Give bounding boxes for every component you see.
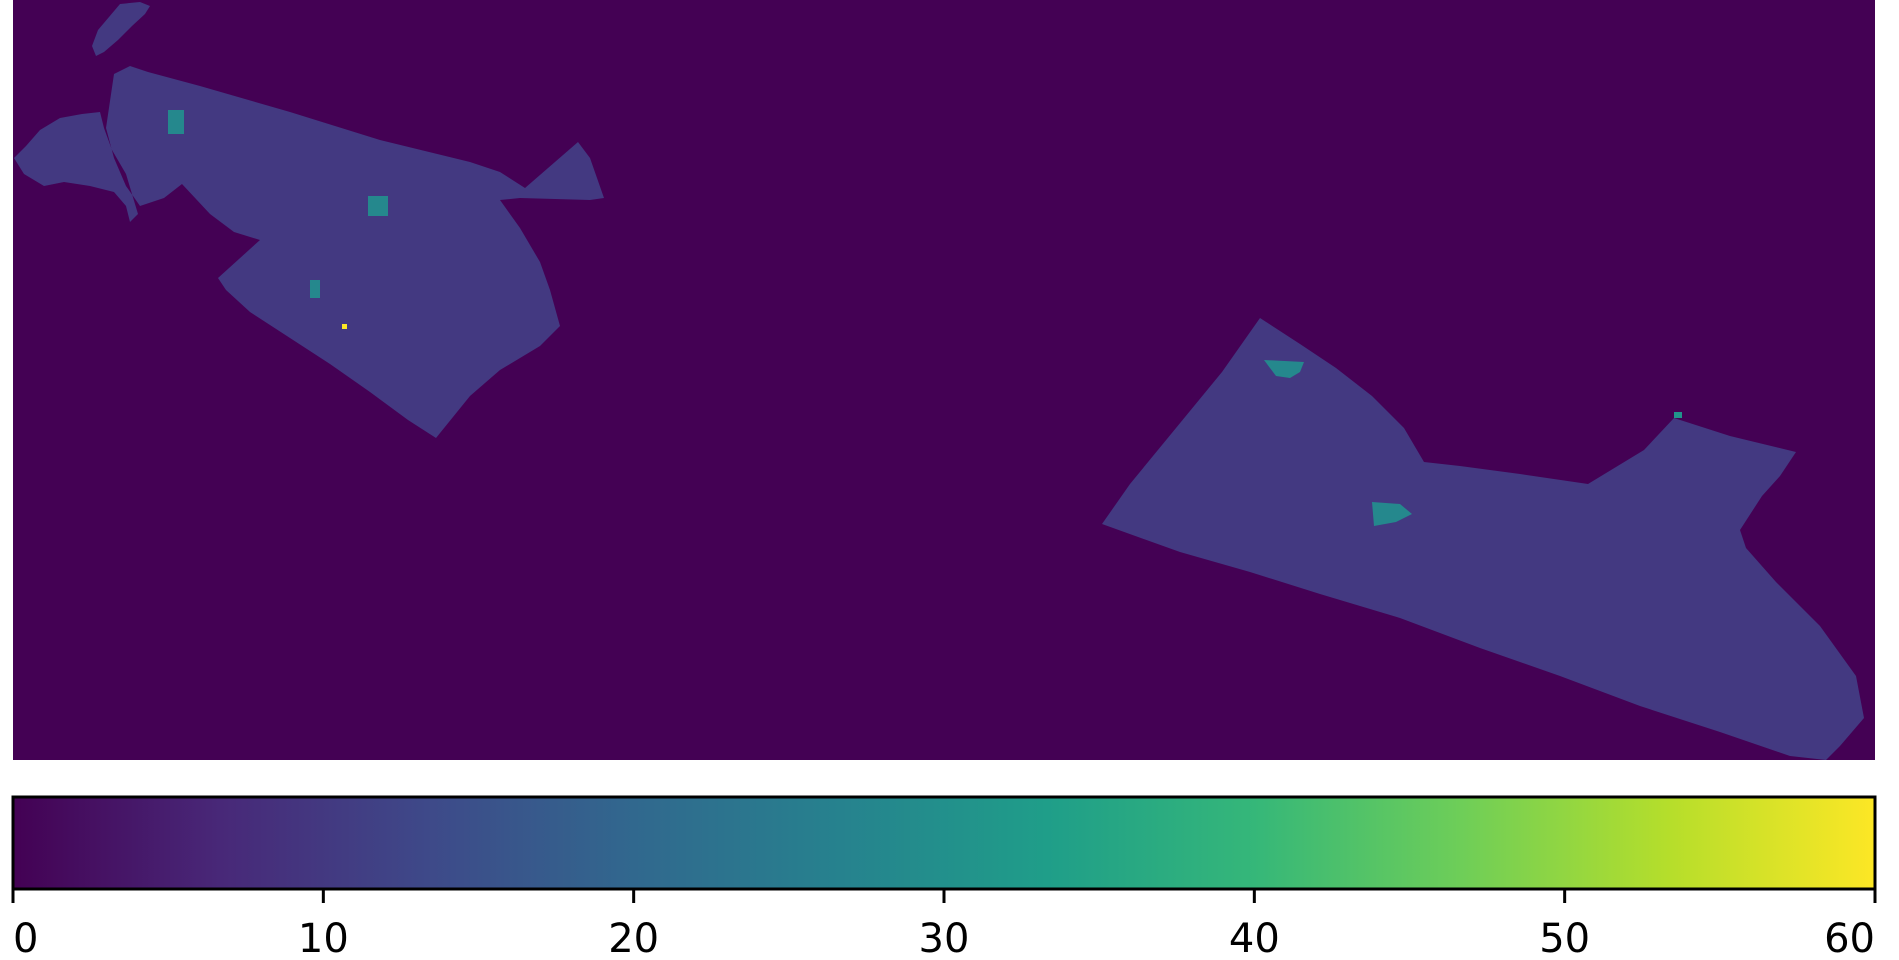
heatmap-patch <box>168 110 184 134</box>
colorbar-tick-label: 30 <box>919 916 970 960</box>
colorbar-tick-label: 50 <box>1539 916 1590 960</box>
colorbar-tick-label: 60 <box>1824 916 1875 960</box>
colorbar-tick-label: 40 <box>1229 916 1280 960</box>
colorbar: 0 10 20 30 40 50 60 <box>11 795 1877 960</box>
heatmap-patch <box>310 280 320 298</box>
region-top-left-main <box>14 66 604 438</box>
heatmap-patch <box>1674 412 1682 418</box>
heatmap-panel <box>13 0 1875 760</box>
heatmap-patch <box>368 196 388 216</box>
region-top-left-small <box>92 2 150 56</box>
heatmap-patch <box>1264 360 1304 378</box>
region-right-main <box>1102 318 1864 760</box>
heatmap-patch <box>342 324 347 329</box>
heatmap-patch <box>1372 502 1412 526</box>
colorbar-tick-label: 10 <box>298 916 349 960</box>
colorbar-axis: 0 10 20 30 40 50 60 <box>11 889 1877 960</box>
patch-group <box>168 110 1682 526</box>
region-group <box>14 2 1864 760</box>
colorbar-tick-label: 0 <box>13 916 38 960</box>
colorbar-gradient <box>13 797 1875 889</box>
colorbar-tick-label: 20 <box>608 916 659 960</box>
